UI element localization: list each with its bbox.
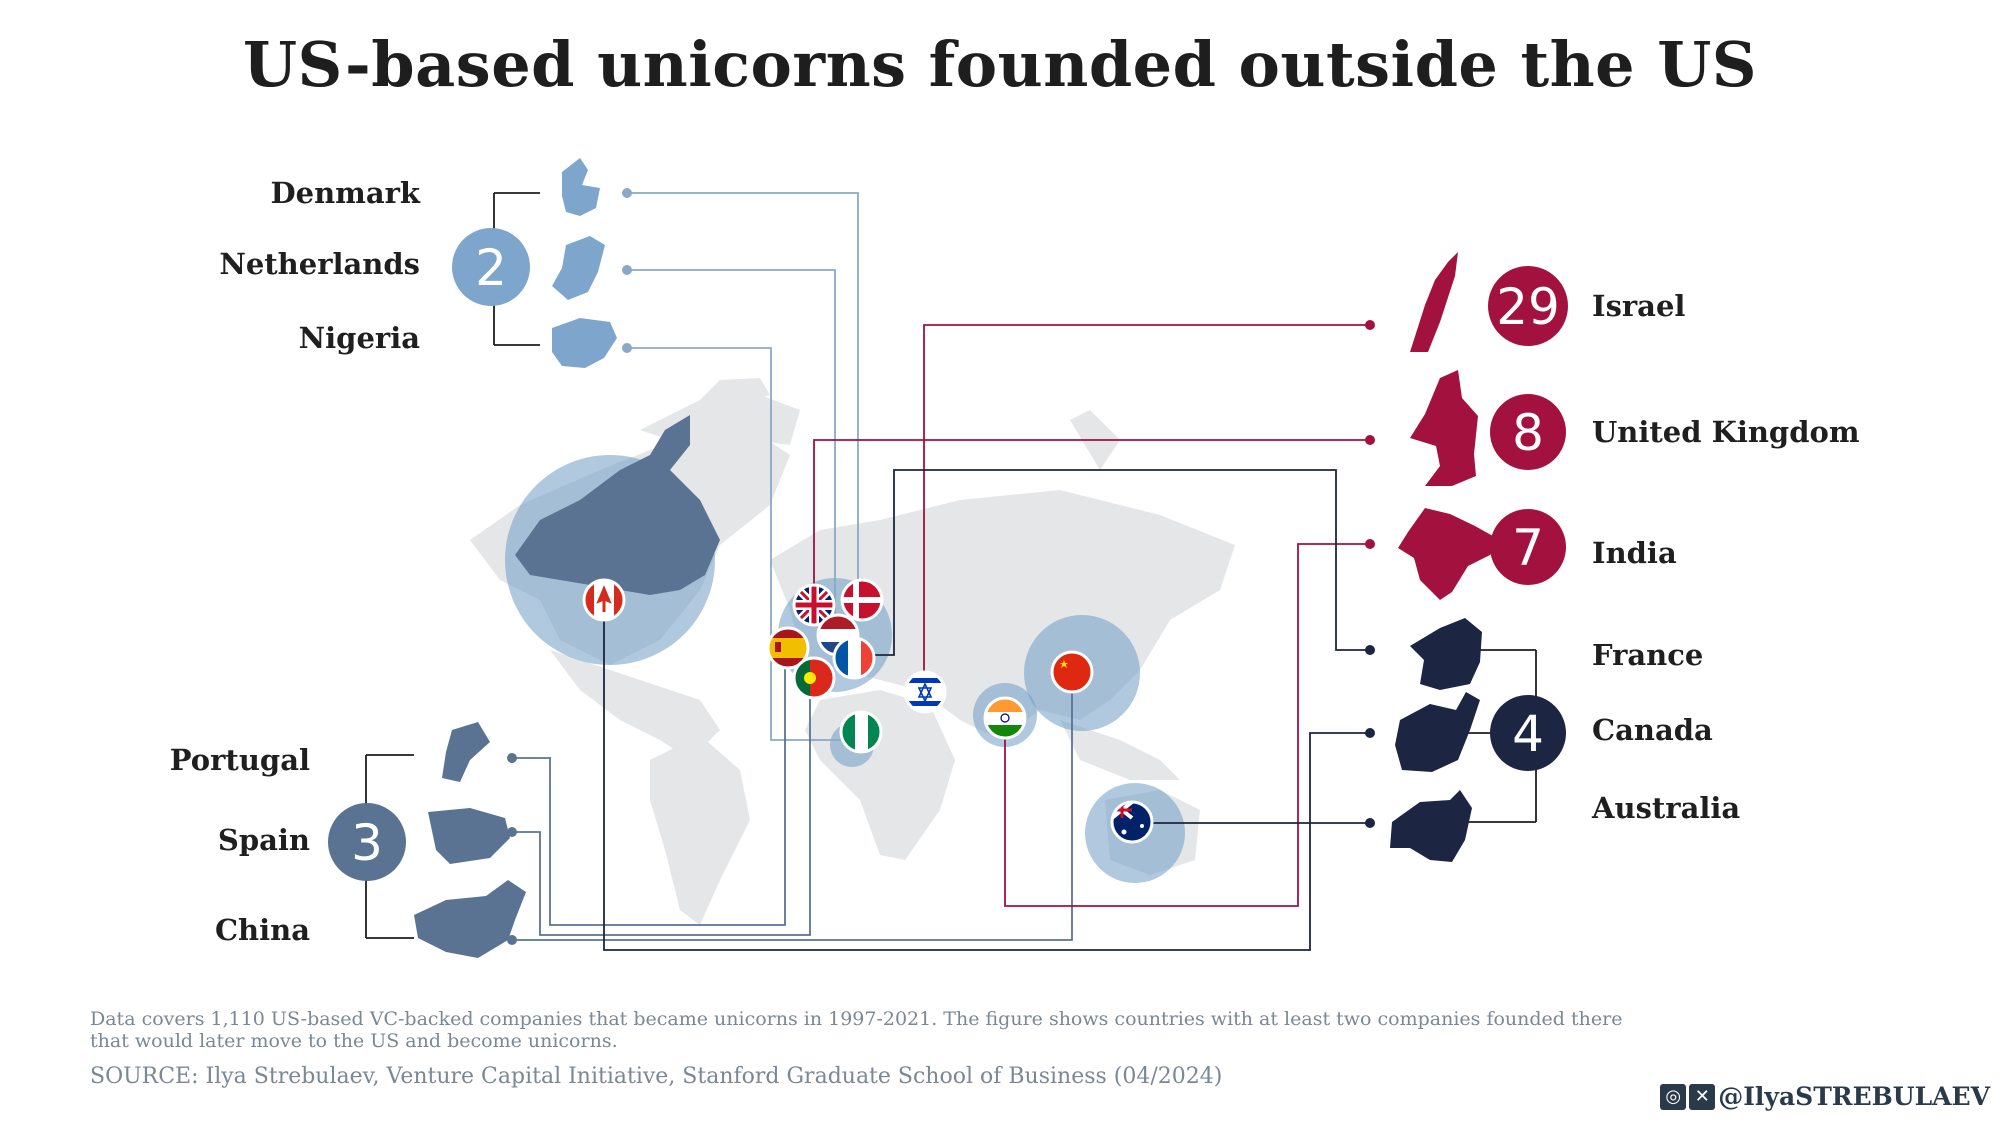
flag-france [832,636,876,680]
value-badge-label: 8 [1512,404,1544,462]
country-shapes [414,158,1500,958]
value-badge-label: 7 [1512,519,1544,577]
x-icon[interactable]: ✕ [1689,1083,1716,1110]
flag-australia [1110,800,1154,844]
connector-dots [507,188,1375,945]
country-label: Israel [1592,289,1685,323]
flag-portugal [792,656,836,700]
netherlands-shape [552,236,605,300]
handle-text: @IlyaSTREBULAEV [1718,1082,1990,1111]
spain-shape [428,808,510,864]
connector-lines [365,192,1537,951]
value-badge-circle [1490,509,1566,585]
country-label: India [1592,536,1677,570]
flag-nigeria [839,710,883,754]
value-badges: 29 8 7 4 3 2 [328,228,1568,881]
value-badge-label: 2 [475,239,507,297]
value-badge-circle [1488,266,1568,346]
source-note: SOURCE: Ilya Strebulaev, Venture Capital… [90,1064,1223,1089]
footnote: Data covers 1,110 US-based VC-backed com… [90,1008,1623,1052]
country-label: Canada [1592,713,1713,747]
country-label: Denmark [270,176,420,210]
france-shape [1410,618,1482,690]
flag-canada [582,578,626,622]
country-label: Australia [1591,791,1740,825]
portugal-shape [442,722,490,782]
flag-uk [792,583,836,627]
uk-shape [1410,370,1478,486]
flag-india [983,696,1027,740]
australia-shape [1390,790,1472,862]
value-badge-circle [1490,394,1566,470]
value-badge-label: 29 [1496,278,1560,336]
israel-shape [1410,252,1458,352]
value-badge-circle [1490,695,1566,771]
flag-denmark [840,578,884,622]
canada-shape [1395,692,1480,772]
flag-israel [903,670,947,714]
canada-map-shape [515,415,720,595]
flag-china [1050,650,1094,694]
country-label: Netherlands [219,247,420,281]
value-badge-label: 3 [351,814,383,872]
value-badge-circle [328,803,406,881]
denmark-shape [562,158,600,216]
instagram-icon[interactable]: ◎ [1660,1083,1687,1110]
india-shape [1398,508,1500,600]
nigeria-shape [552,318,617,368]
country-label: France [1592,638,1703,672]
chart-title: US-based unicorns founded outside the US [242,28,1758,101]
china-shape [414,880,526,958]
value-badge-label: 4 [1512,705,1544,763]
author-handle[interactable]: ◎ ✕ @IlyaSTREBULAEV [1660,1082,1990,1111]
country-label: Nigeria [299,321,421,355]
value-badge-circle [452,228,530,306]
country-label: United Kingdom [1592,415,1860,449]
country-label: China [215,913,310,947]
country-label: Portugal [170,743,310,777]
country-labels: Israel United Kingdom India France Canada Aus… [170,176,1860,947]
country-label: Spain [218,823,310,857]
